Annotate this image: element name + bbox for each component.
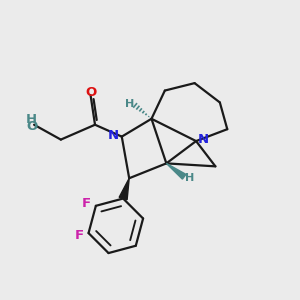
Polygon shape <box>119 178 129 200</box>
Text: H: H <box>26 113 37 126</box>
Polygon shape <box>166 164 186 179</box>
Text: O: O <box>26 120 37 133</box>
Text: O: O <box>85 85 96 98</box>
Text: H: H <box>125 99 134 109</box>
Text: N: N <box>107 129 118 142</box>
Text: F: F <box>82 197 91 210</box>
Text: H: H <box>185 173 194 183</box>
Text: N: N <box>198 133 209 146</box>
Text: F: F <box>74 229 84 242</box>
